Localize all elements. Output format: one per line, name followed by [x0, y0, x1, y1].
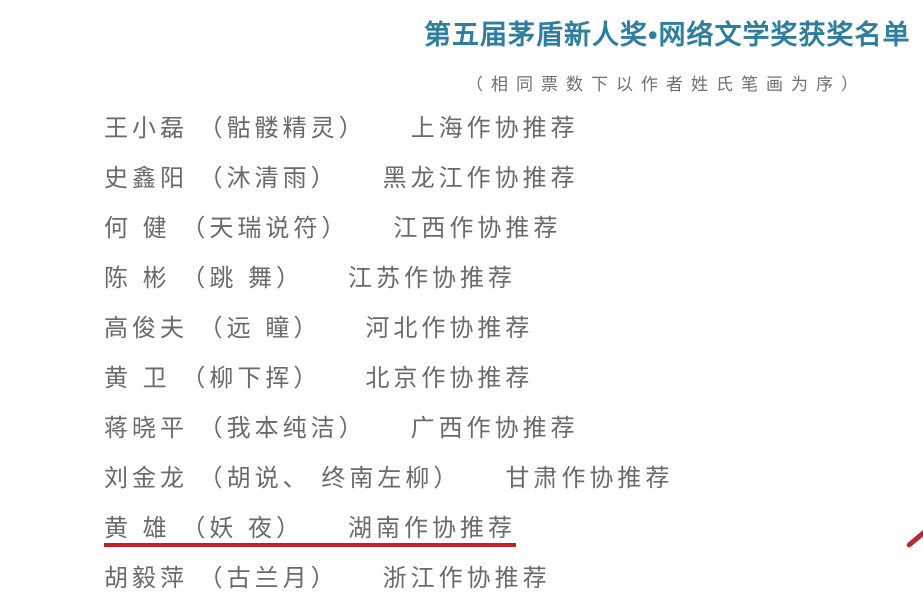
- winner-name: 黄 卫 （柳下挥）: [104, 365, 322, 392]
- winner-row: 高俊夫 （远 瞳） 河北作协推荐: [104, 316, 904, 366]
- winner-recommender: 北京作协推荐: [365, 365, 534, 392]
- winner-name: 胡毅萍 （古兰月）: [104, 565, 339, 592]
- winner-name: 蒋晓平 （我本纯洁）: [104, 415, 367, 442]
- winner-row: 何 健 （天瑞说符） 江西作协推荐: [104, 216, 904, 266]
- winner-recommender: 浙江作协推荐: [382, 565, 551, 592]
- winner-name: 刘金龙 （胡说、 终南左柳）: [104, 465, 462, 492]
- winner-name: 何 健 （天瑞说符）: [104, 215, 350, 242]
- winner-name: 王小磊 （骷髅精灵）: [104, 115, 367, 142]
- red-pen-stroke-icon: [905, 526, 923, 549]
- winner-recommender: 甘肃作协推荐: [505, 465, 674, 492]
- winner-name: 史鑫阳 （沐清雨）: [104, 165, 339, 192]
- winners-list: 王小磊 （骷髅精灵） 上海作协推荐 史鑫阳 （沐清雨） 黑龙江作协推荐 何 健 …: [104, 116, 904, 607]
- winner-row: 蒋晓平 （我本纯洁） 广西作协推荐: [104, 416, 904, 466]
- winner-row: 史鑫阳 （沐清雨） 黑龙江作协推荐: [104, 166, 904, 216]
- page-subtitle: （相同票数下以作者姓氏笔画为序）: [466, 75, 866, 94]
- page-title: 第五届茅盾新人奖•网络文学奖获奖名单: [424, 20, 911, 50]
- winner-recommender: 江苏作协推荐: [348, 265, 517, 292]
- winner-recommender: 黑龙江作协推荐: [382, 165, 579, 192]
- winner-row: 王小磊 （骷髅精灵） 上海作协推荐: [104, 116, 904, 166]
- red-underline: 黄 雄 （妖 夜） 湖南作协推荐: [104, 515, 517, 547]
- winner-name: 黄 雄 （妖 夜）: [104, 515, 305, 542]
- winner-recommender: 江西作协推荐: [393, 215, 562, 242]
- winner-row-underlined: 黄 雄 （妖 夜） 湖南作协推荐: [104, 516, 904, 566]
- winner-recommender: 河北作协推荐: [365, 315, 534, 342]
- winner-recommender: 广西作协推荐: [410, 415, 579, 442]
- winner-row: 刘金龙 （胡说、 终南左柳） 甘肃作协推荐: [104, 466, 904, 516]
- winner-recommender: 上海作协推荐: [410, 115, 579, 142]
- winner-row: 胡毅萍 （古兰月） 浙江作协推荐: [104, 566, 904, 607]
- winner-row: 黄 卫 （柳下挥） 北京作协推荐: [104, 366, 904, 416]
- winner-recommender: 湖南作协推荐: [348, 515, 517, 542]
- winner-row: 陈 彬 （跳 舞） 江苏作协推荐: [104, 266, 904, 316]
- winner-name: 高俊夫 （远 瞳）: [104, 315, 322, 342]
- winner-name: 陈 彬 （跳 舞）: [104, 265, 305, 292]
